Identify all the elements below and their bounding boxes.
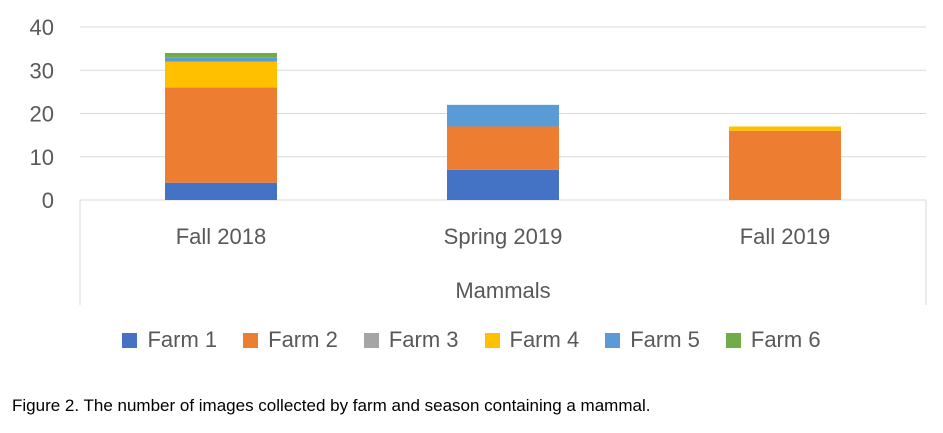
bar-segment [165,57,277,62]
legend-item: Farm 5 [605,327,700,353]
legend-swatch [243,332,259,348]
bar-segment [165,87,277,183]
legend-item: Farm 6 [725,327,821,353]
figure-caption: Figure 2. The number of images collected… [12,396,651,415]
bar-segment [447,104,559,127]
legend-label: Farm 2 [268,327,338,352]
category-label: Spring 2019 [444,224,563,249]
legend-label: Farm 6 [750,327,821,352]
y-tick-label: 10 [30,145,54,170]
legend: Farm 1 Farm 2 Farm 3 Farm 4 Farm 5 Farm 6 [0,322,943,358]
bar-segment [165,61,277,88]
legend-item: Farm 3 [363,327,459,353]
legend-label: Farm 5 [630,327,700,352]
legend-label: Farm 3 [388,327,459,352]
legend-swatch [122,332,138,348]
bars [165,52,841,200]
y-tick-label: 40 [30,15,54,40]
legend-item: Farm 4 [484,327,580,353]
category-labels: Fall 2018 Spring 2019 Fall 2019 [176,224,831,249]
legend-item: Farm 2 [243,327,338,353]
legend-label: Farm 1 [147,327,218,352]
category-axis-box [79,200,927,305]
bar-segment [165,182,277,200]
legend-label: Farm 4 [509,327,580,352]
bar-segment [447,126,559,170]
bar-segment [729,130,841,200]
legend-swatch [484,332,500,348]
category-label: Fall 2018 [176,224,267,249]
y-axis-ticks: 0 10 20 30 40 [30,15,54,213]
bar-segment [447,169,559,200]
bar-segment [165,52,277,58]
category-label: Fall 2019 [740,224,831,249]
legend-swatch [725,332,741,348]
legend-swatch [605,332,621,348]
bar-segment [729,126,841,131]
legend-swatch [363,332,379,348]
legend-item: Farm 1 [122,327,217,353]
x-axis-title: Mammals [455,278,550,303]
y-tick-label: 30 [30,58,54,83]
y-tick-label: 20 [30,102,54,127]
y-tick-label: 0 [42,188,54,213]
